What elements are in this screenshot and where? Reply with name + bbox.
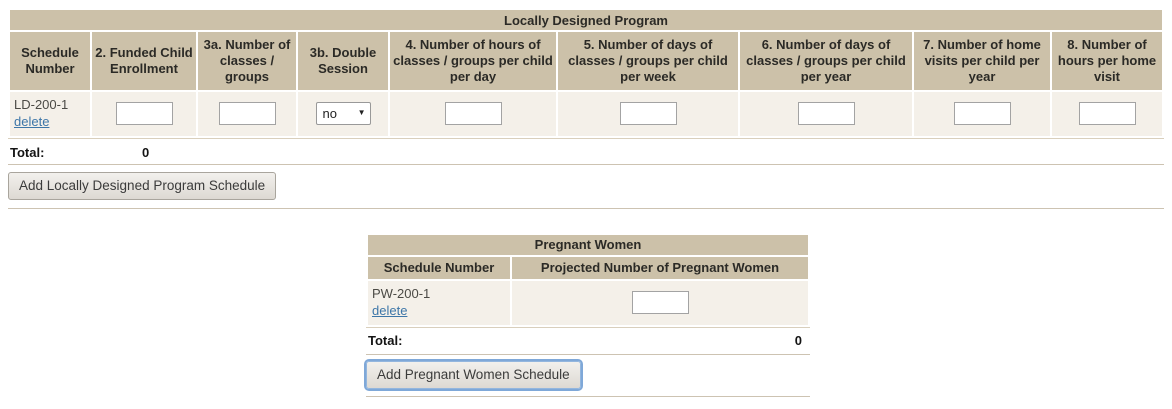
table-header-row: Schedule Number 2. Funded Child Enrollme… xyxy=(10,32,1162,90)
hours-per-home-visit-input[interactable] xyxy=(1078,102,1136,126)
hours-per-day-input[interactable] xyxy=(444,102,502,126)
locally-designed-program-title: Locally Designed Program xyxy=(10,10,1162,30)
days-per-year-cell xyxy=(740,91,912,136)
col-header-number-of-classes: 3a. Number of classes / groups xyxy=(198,32,296,90)
schedule-number-text: PW-200-1 xyxy=(372,285,431,301)
total-value: 0 xyxy=(142,144,150,160)
pregnant-women-total-row: Total: 0 xyxy=(366,328,810,355)
double-session-select[interactable]: no xyxy=(315,102,371,126)
table-title-row: Pregnant Women xyxy=(368,234,808,255)
locally-designed-total-row: Total: 0 xyxy=(8,139,1164,165)
days-per-week-cell xyxy=(558,91,738,136)
locally-designed-program-table-wrap: Locally Designed Program Schedule Number… xyxy=(8,8,1164,139)
hours-per-home-visit-cell xyxy=(1052,91,1162,136)
col-header-projected-number: Projected Number of Pregnant Women xyxy=(512,256,808,279)
locally-designed-button-row: Add Locally Designed Program Schedule xyxy=(8,165,1164,209)
days-per-week-input[interactable] xyxy=(619,102,677,126)
number-of-classes-input[interactable] xyxy=(218,102,276,126)
pregnant-women-button-row: Add Pregnant Women Schedule xyxy=(366,355,810,397)
funded-child-enrollment-input[interactable] xyxy=(115,102,173,126)
schedule-number-text: LD-200-1 xyxy=(14,96,69,112)
table-header-row: Schedule Number Projected Number of Preg… xyxy=(368,256,808,279)
number-of-classes-cell xyxy=(198,91,296,136)
hours-per-day-cell xyxy=(390,91,556,136)
col-header-days-per-year: 6. Number of days of classes / groups pe… xyxy=(740,32,912,90)
col-header-hours-per-day: 4. Number of hours of classes / groups p… xyxy=(390,32,556,90)
home-visits-per-year-input[interactable] xyxy=(953,102,1011,126)
pregnant-women-section: Pregnant Women Schedule Number Projected… xyxy=(366,232,810,397)
pregnant-women-table-wrap: Pregnant Women Schedule Number Projected… xyxy=(366,232,810,328)
double-session-cell: no ▼ xyxy=(298,91,388,136)
funded-child-enrollment-cell xyxy=(92,91,196,136)
add-locally-designed-program-schedule-button[interactable]: Add Locally Designed Program Schedule xyxy=(8,171,277,200)
schedule-number-cell: LD-200-1 delete xyxy=(10,91,90,136)
total-value: 0 xyxy=(794,333,802,349)
col-header-schedule-number: Schedule Number xyxy=(368,256,510,279)
col-header-hours-per-home-visit: 8. Number of hours per home visit xyxy=(1052,32,1162,90)
pregnant-women-table: Pregnant Women Schedule Number Projected… xyxy=(366,232,810,327)
add-pregnant-women-schedule-button[interactable]: Add Pregnant Women Schedule xyxy=(366,360,581,389)
total-label: Total: xyxy=(10,144,45,160)
table-row: LD-200-1 delete no xyxy=(10,91,1162,136)
pregnant-women-title: Pregnant Women xyxy=(368,234,808,255)
projected-number-input[interactable] xyxy=(631,291,689,315)
days-per-year-input[interactable] xyxy=(797,102,855,126)
delete-link[interactable]: delete xyxy=(14,113,50,129)
delete-link[interactable]: delete xyxy=(372,302,408,318)
col-header-double-session: 3b. Double Session xyxy=(298,32,388,90)
total-label: Total: xyxy=(368,333,403,349)
locally-designed-program-table: Locally Designed Program Schedule Number… xyxy=(8,8,1164,138)
projected-number-cell xyxy=(512,280,808,325)
col-header-days-per-week: 5. Number of days of classes / groups pe… xyxy=(558,32,738,90)
col-header-home-visits-per-year: 7. Number of home visits per child per y… xyxy=(914,32,1050,90)
schedule-number-cell: PW-200-1 delete xyxy=(368,280,510,325)
table-title-row: Locally Designed Program xyxy=(10,10,1162,30)
col-header-schedule-number: Schedule Number xyxy=(10,32,90,90)
locally-designed-program-section: Locally Designed Program Schedule Number… xyxy=(8,8,1164,209)
home-visits-per-year-cell xyxy=(914,91,1050,136)
table-row: PW-200-1 delete xyxy=(368,280,808,325)
col-header-funded-child-enrollment: 2. Funded Child Enrollment xyxy=(92,32,196,90)
